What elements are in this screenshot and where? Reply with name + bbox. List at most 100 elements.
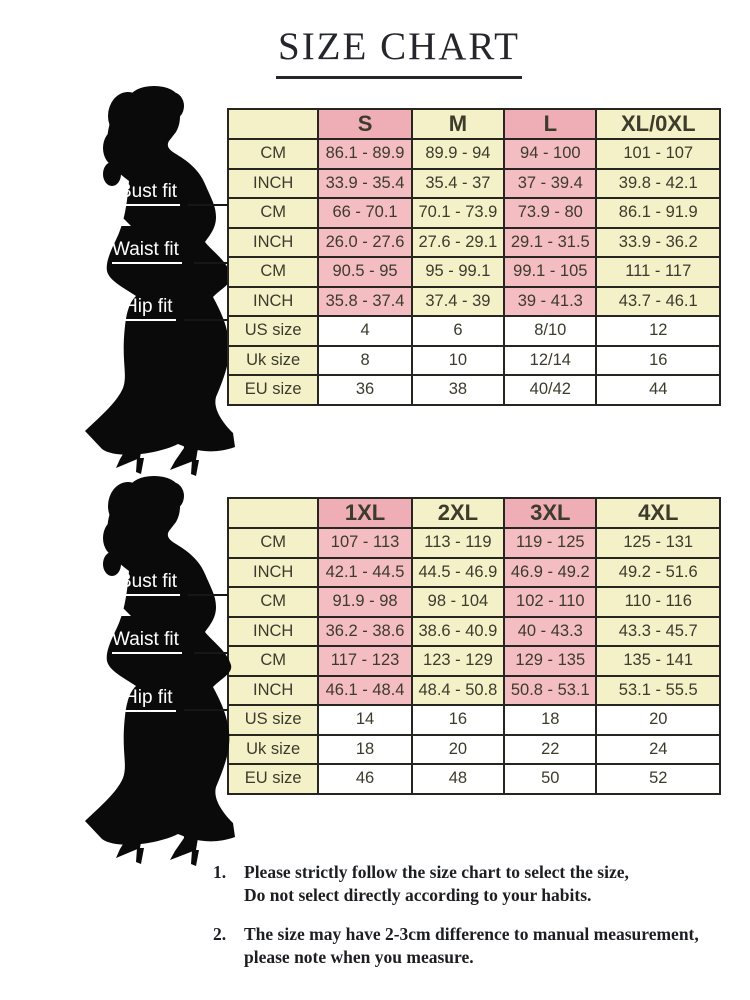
page-title: SIZE CHART xyxy=(276,24,522,79)
row-label-cell: INCH xyxy=(226,615,320,647)
value-cell: 37.4 - 39 xyxy=(410,285,506,317)
waist-cm-row: CM 91.9 - 98 98 - 104 102 - 110 110 - 116 xyxy=(226,586,721,618)
value-cell: 110 - 116 xyxy=(595,586,721,618)
value-cell: 22 xyxy=(503,733,598,765)
value-cell: 33.9 - 35.4 xyxy=(317,167,413,199)
value-cell: 99.1 - 105 xyxy=(503,256,598,288)
value-cell: 86.1 - 91.9 xyxy=(595,197,721,229)
value-cell: 107 - 113 xyxy=(317,527,413,559)
value-cell: 43.7 - 46.1 xyxy=(595,285,721,317)
size-header-row: 1XL 2XL 3XL 4XL xyxy=(226,497,721,529)
value-cell: 43.3 - 45.7 xyxy=(595,615,721,647)
waist-fit-label-1: Waist fit xyxy=(112,239,182,264)
size-header-cell: L xyxy=(503,108,598,140)
note-number: 2. xyxy=(213,924,227,944)
value-cell: 48.4 - 50.8 xyxy=(410,674,506,706)
size-header-cell: 1XL xyxy=(317,497,413,529)
value-cell: 37 - 39.4 xyxy=(503,167,598,199)
size-header-row: S M L XL/0XL xyxy=(226,108,721,140)
value-cell: 90.5 - 95 xyxy=(317,256,413,288)
value-cell: 33.9 - 36.2 xyxy=(595,226,721,258)
value-cell: 38 xyxy=(410,374,506,406)
value-cell: 18 xyxy=(317,733,413,765)
value-cell: 35.8 - 37.4 xyxy=(317,285,413,317)
value-cell: 8 xyxy=(317,344,413,376)
row-label-cell: CM xyxy=(226,256,320,288)
value-cell: 24 xyxy=(595,733,721,765)
value-cell: 52 xyxy=(595,763,721,795)
note-line: Do not select directly according to your… xyxy=(244,885,592,905)
value-cell: 70.1 - 73.9 xyxy=(410,197,506,229)
row-label-cell: EU size xyxy=(226,374,320,406)
note-item: 1. Please strictly follow the size chart … xyxy=(213,861,745,907)
row-label-cell: INCH xyxy=(226,674,320,706)
row-label-cell: Uk size xyxy=(226,733,320,765)
silhouette-shape xyxy=(85,476,235,866)
conversion-eu-size-row: EU size 46 48 50 52 xyxy=(226,763,721,795)
note-line: please note when you measure. xyxy=(244,947,474,967)
value-cell: 40 - 43.3 xyxy=(503,615,598,647)
value-cell: 98 - 104 xyxy=(410,586,506,618)
value-cell: 44.5 - 46.9 xyxy=(410,556,506,588)
size-header-cell: 3XL xyxy=(503,497,598,529)
row-label-cell: INCH xyxy=(226,285,320,317)
size-table: S M L XL/0XL CM 86.1 - 89.9 89.9 - 94 94 - 100 1… xyxy=(226,108,721,406)
waist-inch-row: INCH 26.0 - 27.6 27.6 - 29.1 29.1 - 31.5 33.… xyxy=(226,226,721,258)
notes: 1. Please strictly follow the size chart … xyxy=(213,861,745,985)
bust-cm-row: CM 86.1 - 89.9 89.9 - 94 94 - 100 101 - 107 xyxy=(226,138,721,170)
conversion-us-size-row: US size 14 16 18 20 xyxy=(226,704,721,736)
size-table: 1XL 2XL 3XL 4XL CM 107 - 113 113 - 119 119 - 12… xyxy=(226,497,721,795)
value-cell: 86.1 - 89.9 xyxy=(317,138,413,170)
hip-cm-row: CM 90.5 - 95 95 - 99.1 99.1 - 105 111 - 117 xyxy=(226,256,721,288)
hip-fit-label-2: Hip fit xyxy=(124,687,176,712)
row-label-cell: CM xyxy=(226,197,320,229)
woman-silhouette-figure-2 xyxy=(85,476,235,866)
value-cell: 66 - 70.1 xyxy=(317,197,413,229)
value-cell: 42.1 - 44.5 xyxy=(317,556,413,588)
hip-connector-line-1 xyxy=(184,319,228,321)
value-cell: 20 xyxy=(595,704,721,736)
row-label-cell: CM xyxy=(226,586,320,618)
conversion-eu-size-row: EU size 36 38 40/42 44 xyxy=(226,374,721,406)
size-header-cell: 2XL xyxy=(410,497,506,529)
value-cell: 89.9 - 94 xyxy=(410,138,506,170)
value-cell: 20 xyxy=(410,733,506,765)
hip-inch-row: INCH 35.8 - 37.4 37.4 - 39 39 - 41.3 43.7 - … xyxy=(226,285,721,317)
value-cell: 40/42 xyxy=(503,374,598,406)
row-label-cell: Uk size xyxy=(226,344,320,376)
value-cell: 102 - 110 xyxy=(503,586,598,618)
row-label-cell: CM xyxy=(226,138,320,170)
value-cell: 39 - 41.3 xyxy=(503,285,598,317)
bust-connector-line-1 xyxy=(188,204,228,206)
arm-gap xyxy=(110,205,131,226)
value-cell: 38.6 - 40.9 xyxy=(410,615,506,647)
value-cell: 35.4 - 37 xyxy=(410,167,506,199)
bust-connector-line-2 xyxy=(188,594,228,596)
size-header-cell: XL/0XL xyxy=(595,108,721,140)
waist-connector-line-1 xyxy=(194,262,228,264)
row-label-cell: INCH xyxy=(226,226,320,258)
bust-fit-label-1: Bust fit xyxy=(119,181,181,206)
row-label-cell: CM xyxy=(226,645,320,677)
value-cell: 6 xyxy=(410,315,506,347)
silhouette-shape xyxy=(85,86,235,476)
value-cell: 29.1 - 31.5 xyxy=(503,226,598,258)
size-header-cell xyxy=(226,497,320,529)
size-header-cell: S xyxy=(317,108,413,140)
waist-inch-row: INCH 36.2 - 38.6 38.6 - 40.9 40 - 43.3 43.3 … xyxy=(226,615,721,647)
note-line: The size may have 2-3cm difference to ma… xyxy=(244,924,699,944)
value-cell: 12/14 xyxy=(503,344,598,376)
value-cell: 101 - 107 xyxy=(595,138,721,170)
row-label-cell: INCH xyxy=(226,556,320,588)
size-header-cell: 4XL xyxy=(595,497,721,529)
note-item: 2. The size may have 2-3cm difference to … xyxy=(213,923,745,969)
value-cell: 95 - 99.1 xyxy=(410,256,506,288)
size-table-regular: S M L XL/0XL CM 86.1 - 89.9 89.9 - 94 94 - 100 1… xyxy=(226,108,721,406)
value-cell: 117 - 123 xyxy=(317,645,413,677)
bust-inch-row: INCH 42.1 - 44.5 44.5 - 46.9 46.9 - 49.2 49.… xyxy=(226,556,721,588)
value-cell: 119 - 125 xyxy=(503,527,598,559)
hip-connector-line-2 xyxy=(184,709,228,711)
value-cell: 49.2 - 51.6 xyxy=(595,556,721,588)
value-cell: 113 - 119 xyxy=(410,527,506,559)
value-cell: 125 - 131 xyxy=(595,527,721,559)
